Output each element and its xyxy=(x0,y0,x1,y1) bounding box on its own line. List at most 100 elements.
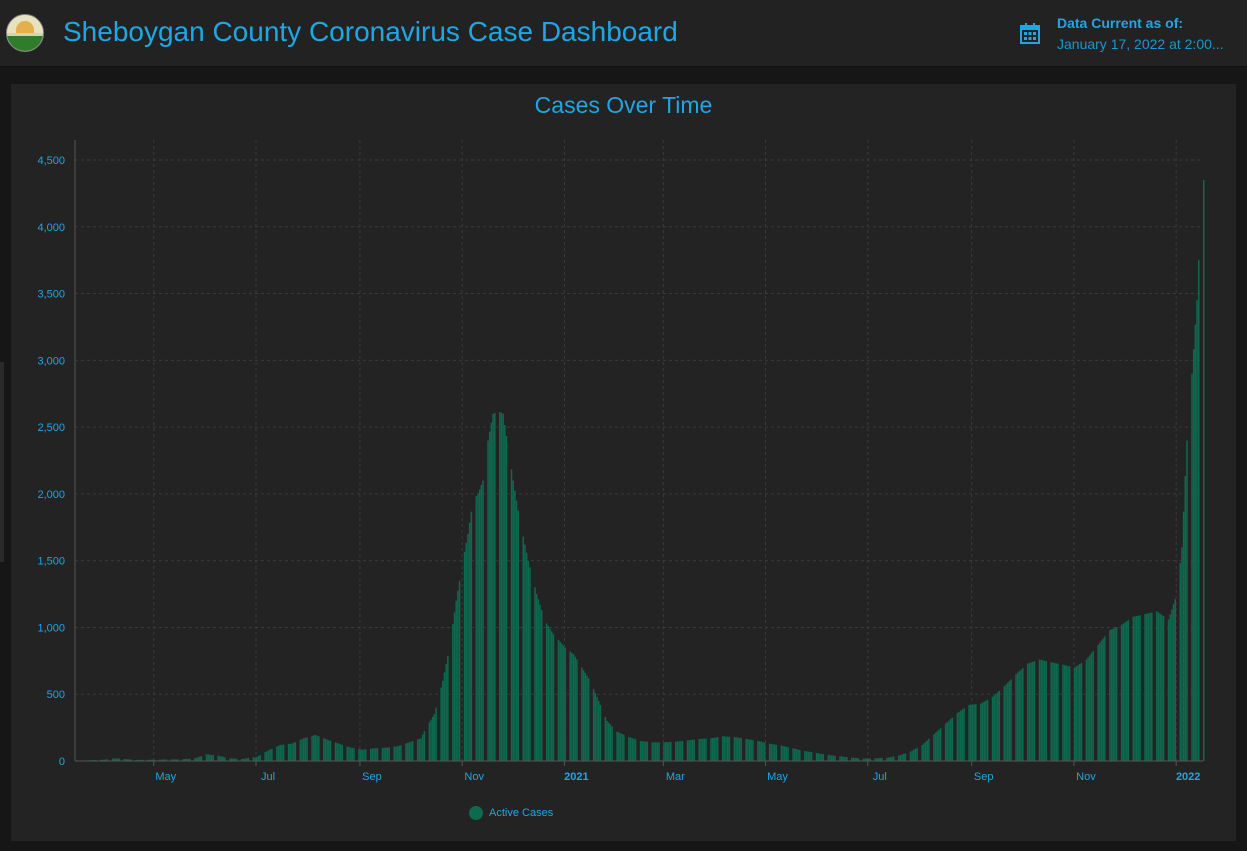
bar xyxy=(1135,615,1138,761)
bar xyxy=(633,738,635,761)
bar xyxy=(445,664,447,761)
bar xyxy=(574,656,576,761)
cases-chart[interactable]: 0 500 1,000 1,500 2,000 2,500 3,000 3,500 4,000 4… xyxy=(11,84,1236,841)
bar xyxy=(854,757,856,761)
bar xyxy=(879,758,882,761)
bar xyxy=(244,758,246,761)
bar xyxy=(318,736,320,761)
bar xyxy=(1080,662,1083,761)
bar xyxy=(1162,615,1165,761)
bar xyxy=(361,749,364,761)
bar xyxy=(242,758,245,761)
bar xyxy=(738,737,741,761)
y-tick-label: 2,000 xyxy=(37,489,65,501)
x-tick-label: 2022 xyxy=(1176,771,1200,783)
bar xyxy=(517,510,519,761)
bar xyxy=(762,742,764,761)
bar xyxy=(364,749,367,761)
bar xyxy=(1147,613,1150,761)
bar xyxy=(545,623,548,761)
bar xyxy=(1182,511,1185,761)
bar xyxy=(369,748,372,761)
bar xyxy=(1124,622,1126,761)
bar xyxy=(1055,663,1058,761)
bar xyxy=(1159,613,1161,761)
bar xyxy=(621,733,623,761)
bar xyxy=(691,739,694,761)
x-tick-label: 2021 xyxy=(564,771,588,783)
bar xyxy=(1033,661,1036,761)
bar xyxy=(1028,662,1031,761)
bar xyxy=(628,736,630,761)
bar xyxy=(447,655,449,761)
bar xyxy=(411,741,414,761)
bar xyxy=(480,484,483,761)
bar xyxy=(1089,655,1091,761)
bar xyxy=(271,748,273,761)
bar xyxy=(267,750,270,761)
bar xyxy=(1027,663,1029,761)
bar xyxy=(126,759,129,761)
bar xyxy=(1097,644,1099,761)
chart-legend[interactable]: Active Cases xyxy=(469,804,553,822)
bar xyxy=(904,753,907,761)
bar xyxy=(1191,373,1193,761)
bar xyxy=(336,743,338,761)
bar xyxy=(475,496,478,761)
bar xyxy=(535,594,538,761)
bar xyxy=(287,744,290,761)
bar xyxy=(983,701,985,761)
bar xyxy=(951,717,954,761)
bar xyxy=(758,741,761,761)
bar xyxy=(205,754,208,761)
bar xyxy=(185,758,188,761)
bar xyxy=(306,737,308,761)
bar xyxy=(933,734,935,761)
bar xyxy=(740,738,742,761)
bar xyxy=(467,533,469,761)
bar xyxy=(1032,661,1034,761)
bar xyxy=(1038,659,1041,761)
bar xyxy=(792,748,794,761)
bar xyxy=(914,748,917,761)
bar xyxy=(257,756,260,761)
bar xyxy=(797,749,799,761)
bar xyxy=(396,746,399,761)
bar xyxy=(643,741,645,761)
bar xyxy=(562,645,565,761)
bar xyxy=(247,758,250,761)
bar xyxy=(656,742,659,761)
bar xyxy=(1132,616,1135,761)
bar xyxy=(956,712,959,761)
bar xyxy=(757,740,759,761)
bar xyxy=(1184,476,1187,761)
bar xyxy=(686,740,689,761)
y-tick-label: 2,500 xyxy=(37,422,65,434)
bar xyxy=(721,736,724,761)
bar xyxy=(1057,663,1059,761)
bar xyxy=(452,624,454,761)
bar xyxy=(611,726,613,761)
bar xyxy=(339,744,342,761)
bar xyxy=(809,751,811,761)
bar xyxy=(478,489,481,761)
bar xyxy=(349,747,352,761)
bar xyxy=(1030,662,1032,761)
bar xyxy=(782,746,784,761)
bar xyxy=(359,749,362,761)
bar xyxy=(1174,599,1177,761)
bar xyxy=(701,738,704,761)
bar xyxy=(1197,260,1200,761)
bar xyxy=(924,741,927,761)
bar xyxy=(388,747,390,761)
bar xyxy=(629,737,632,761)
bar xyxy=(698,738,701,761)
bar xyxy=(199,756,201,761)
bar xyxy=(406,742,409,761)
bar xyxy=(928,738,930,761)
bar xyxy=(666,742,669,761)
bar xyxy=(710,738,712,761)
bar xyxy=(210,754,213,761)
x-tick-label: Nov xyxy=(464,771,484,783)
bar xyxy=(582,670,585,761)
